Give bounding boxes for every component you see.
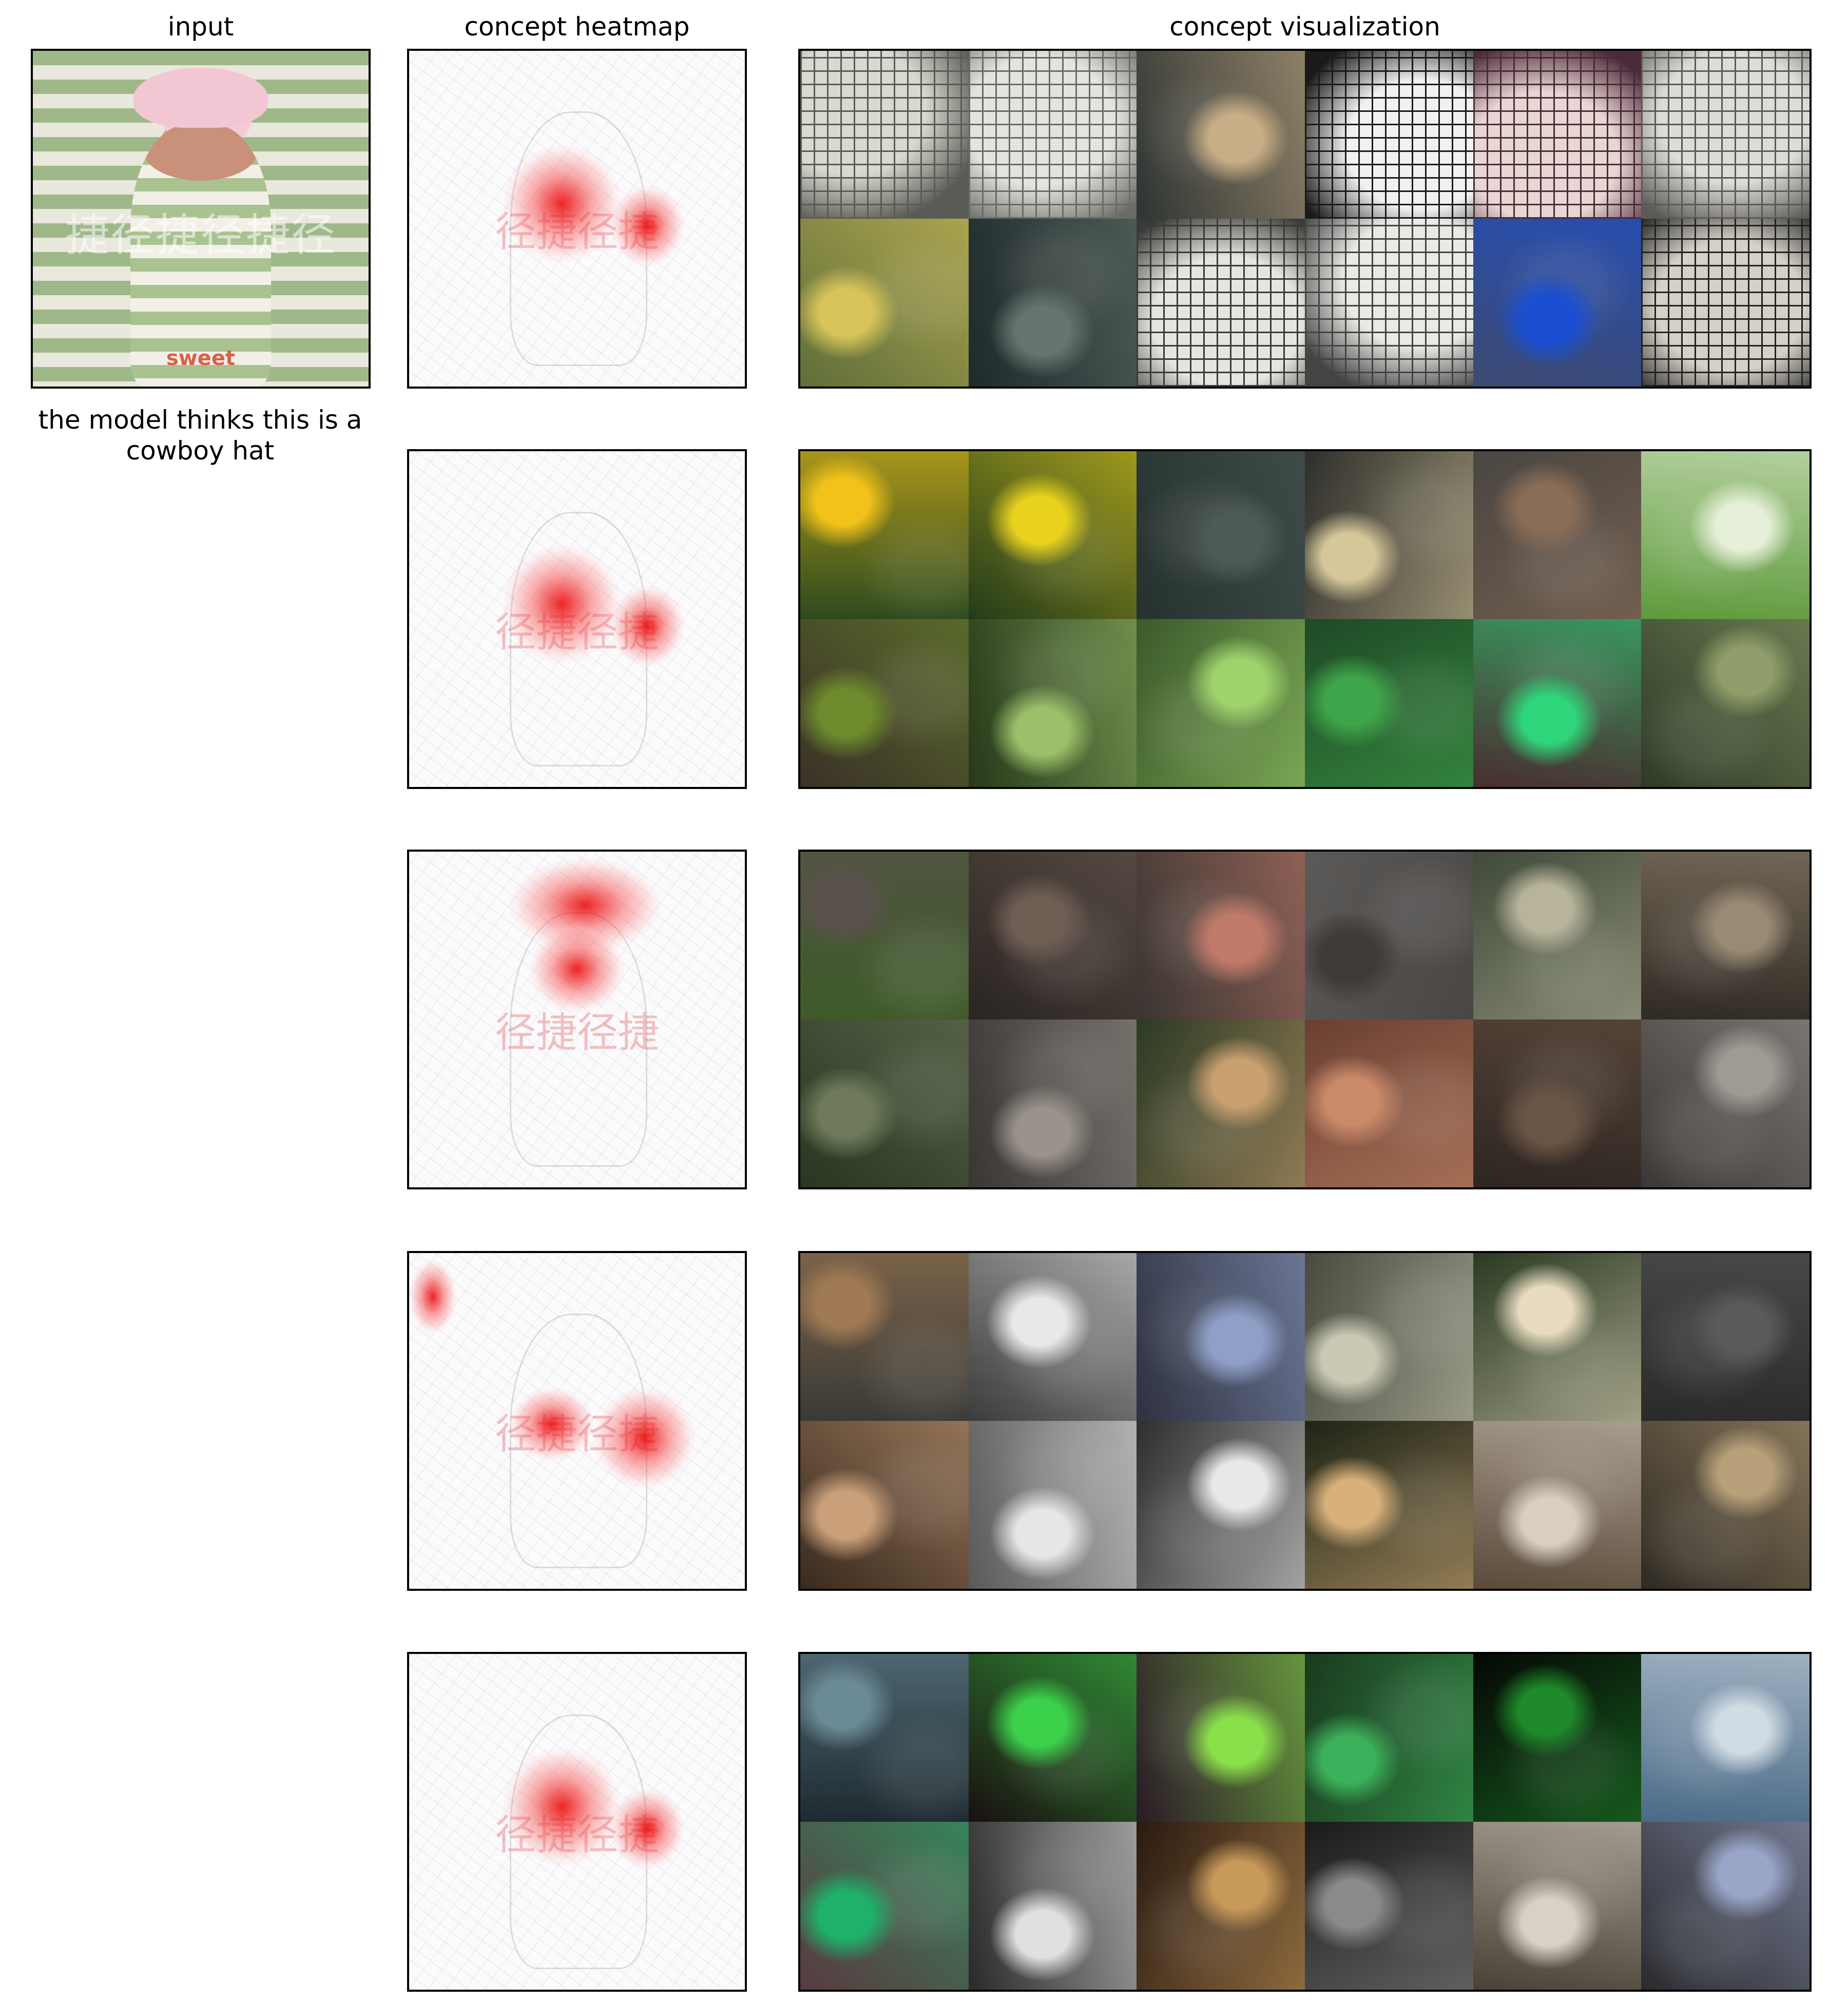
concept-visualization-grid-1	[798, 49, 1812, 389]
concept-example-tile	[1137, 1253, 1305, 1421]
concept-example-tile	[1473, 1019, 1642, 1187]
concept-example-tile	[1304, 451, 1473, 619]
concept-example-tile	[968, 619, 1137, 787]
concept-example-tile	[968, 51, 1137, 219]
concept-example-tile	[968, 1421, 1137, 1589]
concept-example-tile	[1304, 1654, 1473, 1822]
input-shirt-text: sweet	[166, 346, 236, 370]
concept-example-tile	[800, 219, 969, 387]
concept-example-tile	[1304, 51, 1473, 219]
concept-example-tile	[968, 1019, 1137, 1187]
concept-example-tile	[800, 852, 969, 1019]
concept-example-tile	[800, 1822, 969, 1990]
concept-example-tile	[1641, 51, 1810, 219]
concept-example-tile	[800, 1654, 969, 1822]
heatmap-activation-blob	[610, 185, 685, 266]
concept-example-tile	[1641, 852, 1810, 1019]
concept-example-tile	[968, 1654, 1137, 1822]
heatmap-activation-blob	[503, 145, 621, 262]
concept-example-tile	[1304, 1253, 1473, 1421]
input-image: 捷径捷径捷径 sweet	[31, 49, 371, 389]
concept-heatmap-5: 径捷径捷	[407, 1652, 747, 1992]
concept-example-tile	[1137, 619, 1305, 787]
concept-heatmap-3: 径捷径捷	[407, 850, 747, 1189]
concept-example-tile	[800, 1421, 969, 1589]
concept-example-tile	[800, 451, 969, 619]
heatmap-activation-blob	[503, 1748, 621, 1865]
concept-example-tile	[1641, 451, 1810, 619]
concept-example-tile	[968, 1253, 1137, 1421]
concept-example-tile	[1641, 1421, 1810, 1589]
concept-example-tile	[968, 219, 1137, 387]
heatmap-watermark: 径捷径捷	[495, 1008, 659, 1056]
concept-heatmap-2: 径捷径捷	[407, 449, 747, 789]
concept-example-tile	[1641, 1822, 1810, 1990]
concept-example-tile	[1137, 451, 1305, 619]
concept-visualization-grid-4	[798, 1251, 1812, 1591]
concept-example-tile	[800, 51, 969, 219]
visualization-column-title: concept visualization	[1169, 12, 1440, 42]
concept-example-tile	[800, 1253, 969, 1421]
concept-example-tile	[1304, 219, 1473, 387]
input-column-title: input	[167, 12, 234, 42]
concept-example-tile	[1137, 51, 1305, 219]
concept-visualization-grid-3	[798, 850, 1812, 1189]
heatmap-activation-blob	[530, 925, 624, 1013]
input-watermark: 捷径捷径捷径	[65, 209, 336, 261]
concept-example-tile	[1473, 1421, 1642, 1589]
concept-example-tile	[1137, 1654, 1305, 1822]
concept-heatmap-4: 径捷径捷	[407, 1251, 747, 1591]
concept-example-tile	[1641, 619, 1810, 787]
concept-example-tile	[1473, 219, 1642, 387]
concept-visualization-grid-5	[798, 1652, 1812, 1992]
concept-example-tile	[968, 451, 1137, 619]
heatmap-column-title: concept heatmap	[464, 12, 690, 42]
concept-example-tile	[1473, 1822, 1642, 1990]
concept-example-tile	[1304, 1822, 1473, 1990]
input-person	[130, 124, 272, 387]
concept-example-tile	[1641, 219, 1810, 387]
heatmap-activation-blob	[593, 1387, 695, 1488]
concept-example-tile	[1473, 1654, 1642, 1822]
heatmap-activation-blob	[610, 585, 685, 666]
prediction-caption: the model thinks this is a cowboy hat	[38, 405, 362, 466]
concept-example-tile	[968, 852, 1137, 1019]
concept-example-tile	[1641, 1654, 1810, 1822]
concept-example-tile	[1473, 1253, 1642, 1421]
concept-example-tile	[1473, 51, 1642, 219]
concept-example-tile	[1641, 1019, 1810, 1187]
heatmap-activation-blob	[510, 1387, 594, 1461]
concept-example-tile	[968, 1822, 1137, 1990]
concept-example-tile	[1137, 219, 1305, 387]
concept-example-tile	[1304, 619, 1473, 787]
concept-example-tile	[1473, 451, 1642, 619]
concept-example-tile	[1304, 1019, 1473, 1187]
heatmap-activation-blob	[503, 545, 621, 663]
concept-example-tile	[1137, 1822, 1305, 1990]
heatmap-activation-blob	[409, 1260, 456, 1334]
concept-example-tile	[1473, 619, 1642, 787]
concept-example-tile	[1137, 1019, 1305, 1187]
concept-visualization-grid-2	[798, 449, 1812, 789]
input-hat	[133, 67, 268, 128]
concept-example-tile	[800, 619, 969, 787]
concept-example-tile	[1304, 852, 1473, 1019]
heatmap-activation-blob	[610, 1788, 685, 1869]
concept-example-tile	[800, 1019, 969, 1187]
concept-example-tile	[1304, 1421, 1473, 1589]
concept-example-tile	[1137, 1421, 1305, 1589]
concept-example-tile	[1137, 852, 1305, 1019]
concept-example-tile	[1473, 852, 1642, 1019]
concept-heatmap-1: 径捷径捷	[407, 49, 747, 389]
concept-example-tile	[1641, 1253, 1810, 1421]
